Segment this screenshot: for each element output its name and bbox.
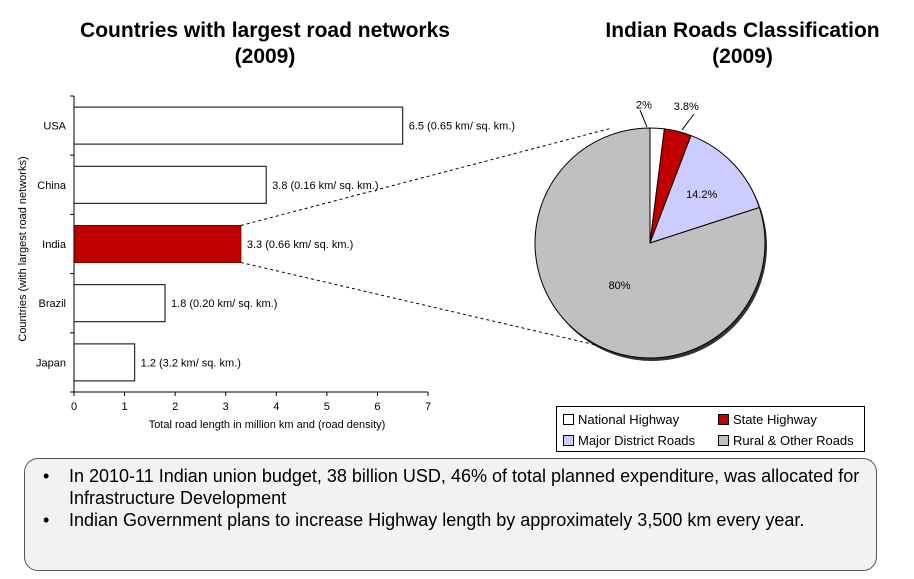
bar-chart-title-line1: Countries with largest road networks bbox=[80, 19, 450, 42]
notes-box: • In 2010-11 Indian union budget, 38 bil… bbox=[24, 458, 877, 571]
category-label: China bbox=[37, 180, 67, 192]
legend-label: National Highway bbox=[578, 412, 680, 427]
category-label: India bbox=[42, 239, 67, 251]
x-tick-label: 6 bbox=[374, 401, 380, 413]
legend-item: National Highway bbox=[563, 411, 679, 429]
road-charts: USA 6.5 (0.65 km/ sq. km.) China 3.8 (0.16 … bbox=[17, 95, 767, 431]
bullet-glyph: • bbox=[43, 466, 50, 486]
bar-china bbox=[73, 165, 267, 204]
pie-slice-label: 80% bbox=[609, 280, 631, 292]
legend-item: State Highway bbox=[718, 411, 817, 429]
pie-chart-title-line1: Indian Roads Classification bbox=[605, 19, 880, 42]
legend-label: Rural & Other Roads bbox=[733, 433, 854, 448]
data-label: 6.5 (0.65 km/ sq. km.) bbox=[409, 121, 515, 133]
category-label: Brazil bbox=[38, 298, 66, 310]
bar-chart-title-line2: (2009) bbox=[234, 45, 296, 68]
pie-legend: National Highway State Highway Major Distr… bbox=[556, 406, 865, 452]
x-tick-label: 2 bbox=[172, 401, 178, 413]
x-tick-label: 1 bbox=[122, 401, 128, 413]
leader-line bbox=[681, 113, 695, 131]
data-label: 3.3 (0.66 km/ sq. km.) bbox=[247, 239, 353, 251]
pie-slice-label: 2% bbox=[636, 99, 652, 111]
legend-swatch bbox=[718, 435, 729, 446]
note-item: • Indian Government plans to increase Hi… bbox=[37, 509, 864, 531]
x-tick-label: 7 bbox=[425, 401, 431, 413]
data-label: 1.2 (3.2 km/ sq. km.) bbox=[141, 357, 241, 369]
data-label: 1.8 (0.20 km/ sq. km.) bbox=[171, 298, 277, 310]
legend-label: Major District Roads bbox=[578, 433, 696, 448]
bar-chart-title: Countries with largest road networks (20… bbox=[40, 18, 490, 70]
bar-brazil bbox=[73, 284, 166, 323]
legend-item: Rural & Other Roads bbox=[718, 432, 854, 450]
bullet-glyph: • bbox=[43, 510, 50, 530]
note-text: Indian Government plans to increase High… bbox=[69, 510, 805, 530]
legend-item: Major District Roads bbox=[563, 432, 695, 450]
connector-line-top bbox=[240, 127, 613, 226]
y-axis-label: Countries (with largest road networks) bbox=[17, 156, 29, 341]
x-tick-label: 3 bbox=[223, 401, 229, 413]
data-label: 3.8 (0.16 km/ sq. km.) bbox=[272, 180, 378, 192]
bar-japan bbox=[73, 343, 136, 382]
x-tick-label: 0 bbox=[71, 401, 77, 413]
leader-line bbox=[639, 109, 648, 128]
x-tick-label: 4 bbox=[273, 401, 279, 413]
bar-usa bbox=[73, 106, 404, 145]
category-label: Japan bbox=[36, 357, 66, 369]
note-text: In 2010-11 Indian union budget, 38 billi… bbox=[69, 466, 860, 508]
bar-india bbox=[73, 225, 242, 263]
legend-swatch bbox=[563, 435, 574, 446]
legend-swatch bbox=[718, 414, 729, 425]
pie-slice-label: 14.2% bbox=[686, 189, 717, 201]
connector-line-bottom bbox=[240, 262, 597, 346]
pie-slice-label: 3.8% bbox=[674, 101, 699, 113]
legend-label: State Highway bbox=[733, 412, 817, 427]
pie-slice-rural-other-roads bbox=[534, 127, 766, 359]
note-item: • In 2010-11 Indian union budget, 38 bil… bbox=[37, 465, 864, 509]
pie-chart-title-line2: (2009) bbox=[712, 45, 773, 68]
pie-chart-title: Indian Roads Classification (2009) bbox=[575, 18, 910, 70]
category-label: USA bbox=[43, 121, 66, 133]
x-tick-label: 5 bbox=[324, 401, 330, 413]
x-axis-label: Total road length in million km and (roa… bbox=[149, 419, 386, 431]
legend-swatch bbox=[563, 414, 574, 425]
